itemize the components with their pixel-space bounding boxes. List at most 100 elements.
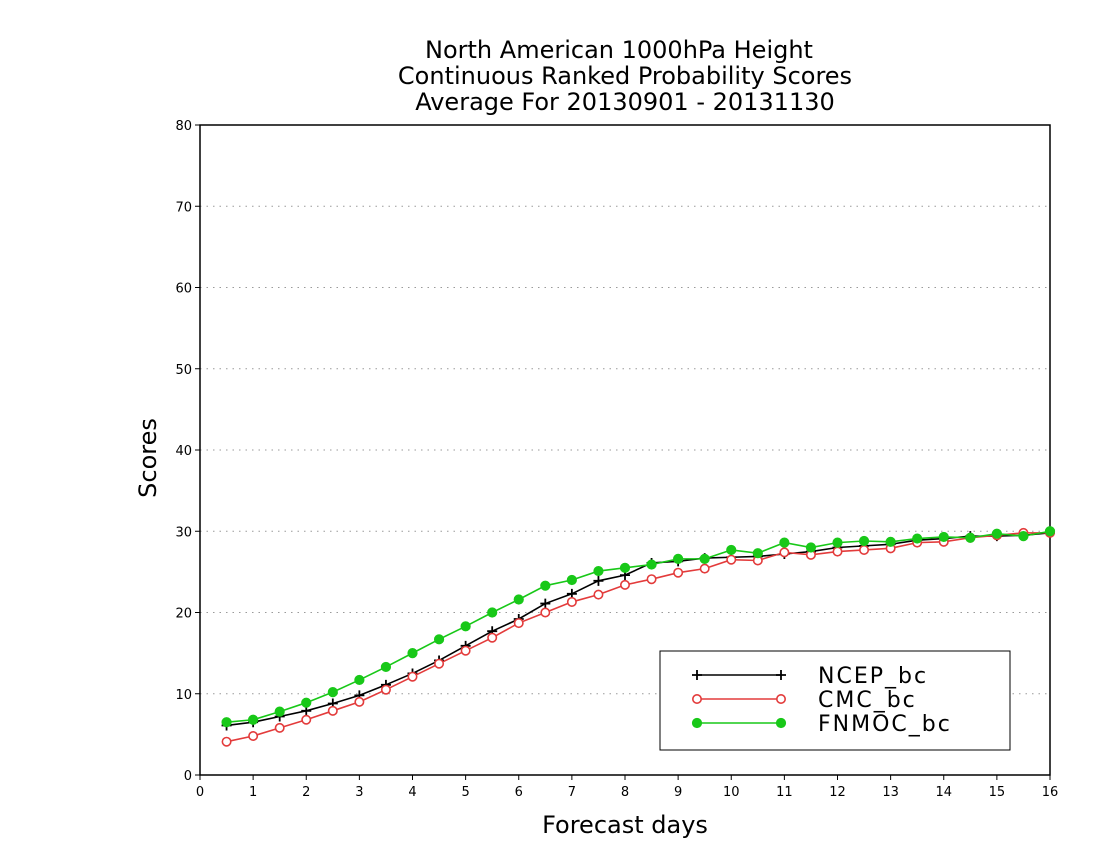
data-point: [301, 714, 312, 725]
data-point: [274, 706, 285, 717]
data-point: [221, 717, 232, 728]
data-point: [540, 580, 551, 591]
data-point: [805, 542, 817, 553]
legend-marker: [776, 670, 786, 680]
data-point: [699, 563, 710, 574]
data-point: [274, 722, 285, 733]
data-point: [673, 567, 684, 578]
chart-title: North American 1000hPa Height: [425, 36, 813, 64]
data-point: [221, 736, 232, 747]
data-point: [566, 574, 577, 586]
data-point: [1044, 526, 1056, 537]
x-tick-label: 10: [723, 785, 740, 800]
data-point: [487, 607, 498, 618]
x-tick-label: 4: [408, 785, 416, 800]
y-tick-label: 80: [175, 119, 192, 134]
y-tick-label: 20: [175, 607, 192, 622]
data-point: [859, 544, 870, 555]
data-point: [779, 547, 790, 558]
y-axis-label: Scores: [134, 418, 162, 498]
data-point: [248, 714, 259, 725]
chart-subtitle: Continuous Ranked Probability Scores: [398, 62, 852, 90]
legend-box: [659, 650, 1011, 751]
x-tick-label: 16: [1042, 785, 1059, 800]
data-point: [646, 574, 657, 585]
legend-marker: [775, 693, 786, 704]
data-point: [460, 621, 471, 632]
data-point: [566, 596, 577, 607]
chart-date-range: Average For 20130901 - 20131130: [415, 88, 835, 116]
data-point: [354, 674, 365, 686]
data-point: [885, 536, 896, 547]
y-tick-label: 70: [175, 200, 192, 215]
data-point: [327, 705, 338, 716]
data-point: [699, 553, 710, 564]
data-point: [487, 632, 498, 643]
series-lines: [221, 526, 1056, 747]
data-point: [752, 548, 763, 559]
x-tick-label: 13: [882, 785, 899, 800]
data-point: [619, 562, 631, 573]
legend-marker: [692, 670, 702, 680]
y-tick-label: 40: [175, 444, 192, 459]
x-tick-label: 5: [461, 785, 469, 800]
data-point: [407, 648, 418, 659]
data-point: [965, 532, 976, 543]
legend-entry: NCEP_bc: [692, 664, 928, 689]
series-fnmoc-bc: [221, 526, 1056, 728]
y-tick-label: 0: [184, 769, 192, 784]
data-point: [779, 537, 790, 548]
data-point: [593, 575, 604, 586]
data-point: [540, 607, 551, 618]
data-point: [1018, 531, 1029, 542]
data-point: [540, 598, 551, 609]
data-point: [593, 565, 604, 577]
x-tick-label: 15: [989, 785, 1006, 800]
data-point: [433, 634, 445, 645]
data-point: [434, 658, 445, 669]
x-tick-label: 6: [515, 785, 523, 800]
data-point: [938, 531, 949, 543]
data-point: [460, 645, 471, 656]
legend-marker: [691, 717, 703, 729]
data-point: [354, 696, 365, 707]
data-point: [327, 687, 338, 698]
data-point: [646, 559, 657, 570]
data-point: [380, 661, 392, 673]
y-tick-label: 60: [175, 282, 192, 297]
legend-label: CMC_bc: [818, 688, 917, 713]
data-point: [912, 533, 923, 544]
x-tick-label: 7: [568, 785, 576, 800]
y-tick-label: 30: [175, 525, 192, 540]
x-tick-label: 9: [674, 785, 682, 800]
data-point: [858, 535, 870, 547]
x-tick-label: 0: [196, 785, 204, 800]
x-tick-label: 1: [249, 785, 257, 800]
data-point: [726, 554, 737, 565]
legend-marker: [691, 693, 702, 704]
data-point: [248, 730, 259, 741]
data-point: [513, 618, 524, 629]
legend-label: NCEP_bc: [818, 664, 928, 689]
y-tick-label: 10: [175, 688, 192, 703]
gridlines: [200, 205, 1050, 695]
x-tick-label: 2: [302, 785, 310, 800]
data-point: [380, 684, 391, 695]
legend-label: FNMOC_bc: [818, 712, 952, 737]
x-axis-label: Forecast days: [542, 811, 708, 839]
data-point: [832, 537, 843, 548]
x-tick-label: 8: [621, 785, 629, 800]
data-point: [407, 671, 418, 682]
data-point: [513, 594, 524, 605]
y-tick-label: 50: [175, 363, 192, 378]
x-tick-label: 11: [776, 785, 793, 800]
legend-entry: CMC_bc: [691, 688, 917, 713]
data-point: [593, 589, 604, 600]
data-point: [301, 697, 312, 708]
data-point: [991, 528, 1002, 539]
x-tick-label: 14: [935, 785, 952, 800]
x-tick-label: 3: [355, 785, 363, 800]
